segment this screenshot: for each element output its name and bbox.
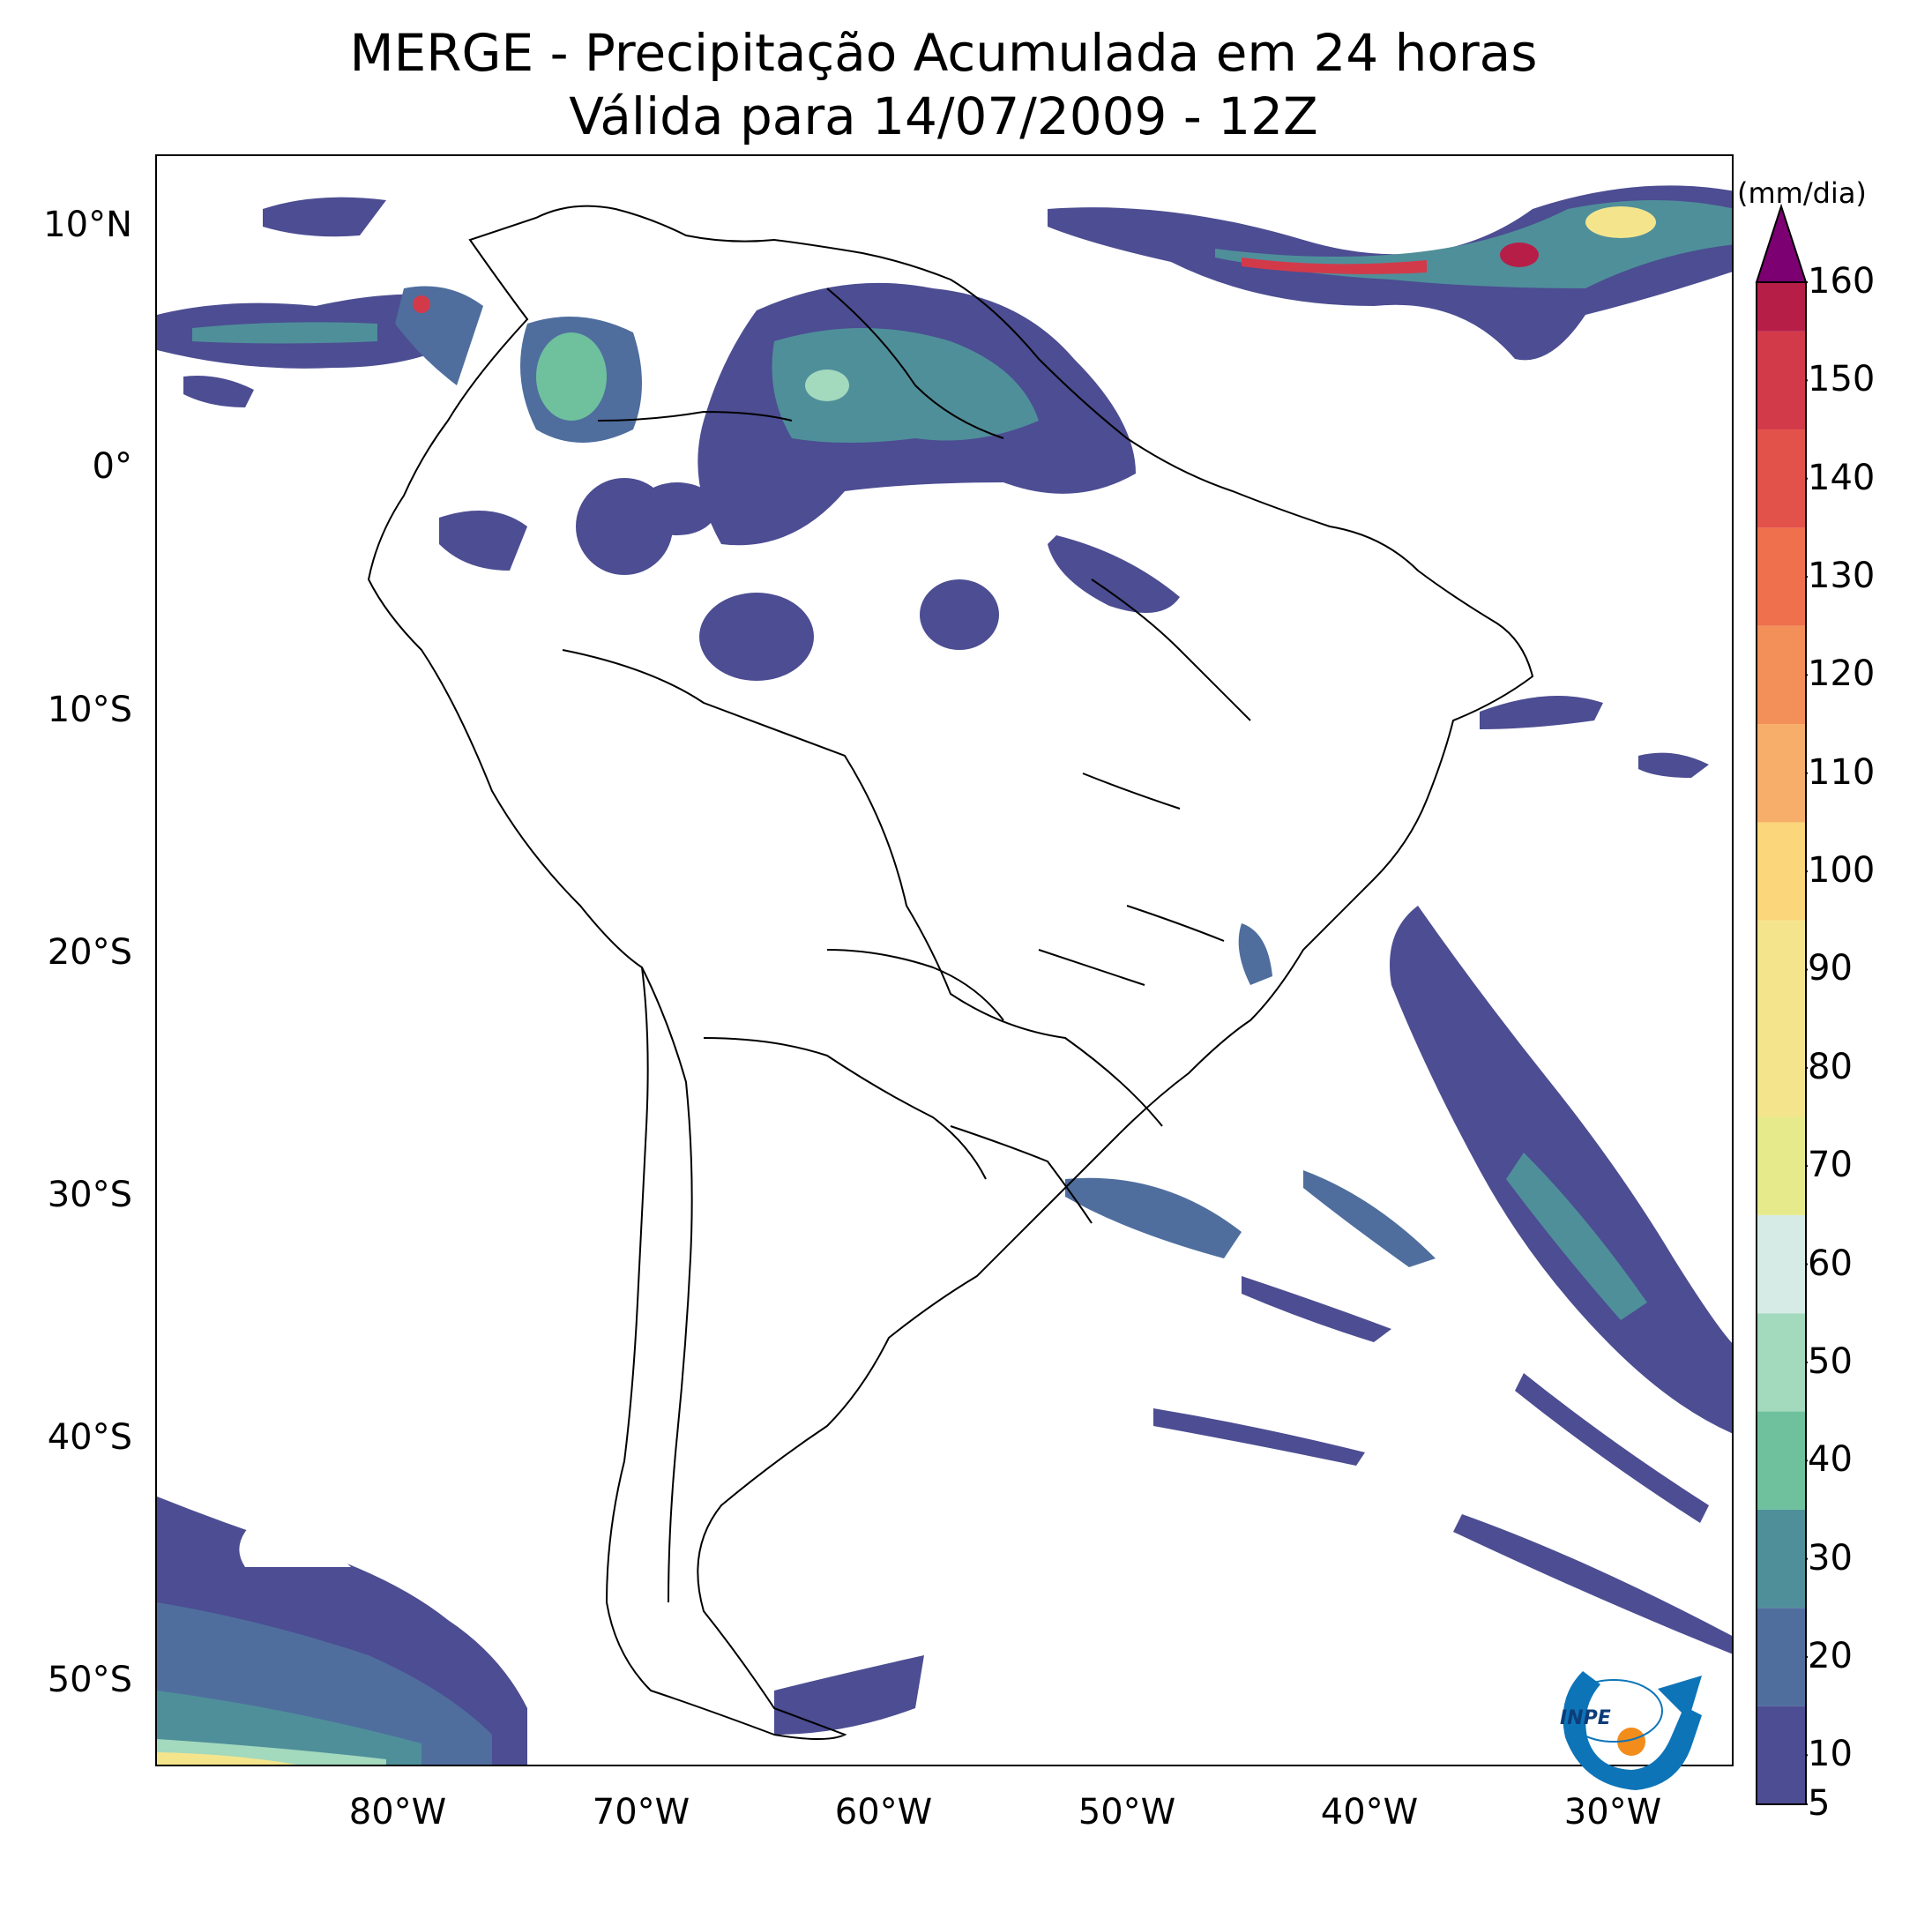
lat-label-30s: 30°S — [47, 1175, 132, 1215]
colorbar-tick-label: 30 — [1808, 1537, 1853, 1579]
lon-label-30w: 30°W — [1563, 1792, 1662, 1833]
colorbar-tick-label: 20 — [1808, 1635, 1853, 1676]
colorbar-band-13 — [1757, 331, 1806, 430]
colorbar-tick-label: 130 — [1808, 556, 1876, 597]
colorbar-band-0 — [1757, 1706, 1806, 1804]
colorbar-bands — [1757, 282, 1806, 1804]
colorbar-tick-label: 90 — [1808, 948, 1853, 989]
precip-amazon-central — [699, 593, 814, 681]
continent-outline — [367, 205, 1534, 1740]
colorbar-band-10 — [1757, 625, 1806, 725]
lon-label-40w: 40°W — [1320, 1792, 1419, 1833]
colorbar-tick-label: 150 — [1808, 359, 1876, 400]
border-bolivia-paraguay — [826, 949, 1004, 1021]
lat-label-0: 0° — [92, 446, 132, 487]
border-chile — [641, 967, 693, 1603]
border-argentina — [703, 1037, 987, 1180]
colorbar-band-11 — [1757, 527, 1806, 626]
lat-label-50s: 50°S — [47, 1660, 132, 1700]
lon-label-80w: 80°W — [348, 1792, 447, 1833]
colorbar-band-12 — [1757, 429, 1806, 528]
colorbar-band-9 — [1757, 724, 1806, 823]
inpe-logo: INPE — [1560, 1671, 1702, 1790]
colorbar-band-1 — [1757, 1608, 1806, 1706]
colorbar-tick-label: 120 — [1808, 653, 1876, 695]
lat-label-20s: 20°S — [47, 932, 132, 973]
lat-label-10s: 10°S — [47, 690, 132, 730]
colorbar-tick-label: 140 — [1808, 457, 1876, 498]
colorbar-band-7 — [1757, 920, 1806, 1117]
colorbar-band-3 — [1757, 1411, 1806, 1510]
colorbar-tick-label: 110 — [1808, 751, 1876, 793]
precipitation-map — [157, 185, 1732, 1765]
colorbar-extend-arrow — [1755, 203, 1808, 283]
colorbar-tick-label: 5 — [1808, 1783, 1831, 1824]
precip-atlantic-streak-1 — [1065, 1177, 1242, 1258]
colorbar-unit-label: (mm/dia) — [1737, 176, 1867, 210]
map-frame — [155, 154, 1734, 1766]
border-venezuela — [597, 287, 1004, 439]
country-borders — [367, 205, 1534, 1740]
precipitation-fields — [157, 185, 1732, 1765]
map-title: MERGE - Precipitação Acumulada em 24 hor… — [349, 23, 1538, 83]
colorbar-tick-label: 60 — [1808, 1243, 1853, 1284]
precip-itcz-peak — [1500, 243, 1539, 267]
border-uruguay — [950, 1125, 1093, 1224]
precip-itcz-high — [1242, 258, 1427, 274]
colorbar-band-4 — [1757, 1313, 1806, 1412]
colorbar-band-2 — [1757, 1509, 1806, 1609]
precip-south-atlantic-band — [1390, 906, 1732, 1434]
precip-pacific-south — [183, 376, 254, 407]
lon-label-60w: 60°W — [834, 1792, 933, 1833]
lon-label-50w: 50°W — [1078, 1792, 1176, 1833]
colorbar-tick-label: 80 — [1808, 1046, 1853, 1087]
colorbar-tick-label: 100 — [1808, 850, 1876, 892]
colorbar-tick-label: 160 — [1808, 261, 1876, 302]
lat-label-40s: 40°S — [47, 1417, 132, 1458]
colorbar-tick-label: 70 — [1808, 1145, 1853, 1186]
colorbar-band-14 — [1757, 282, 1806, 332]
precip-amazon-east — [920, 579, 999, 650]
colorbar-tick-label: 50 — [1808, 1340, 1853, 1382]
border-states — [1038, 579, 1251, 986]
border-brazil-west — [562, 649, 1163, 1127]
colorbar-band-8 — [1757, 822, 1806, 921]
lat-label-10n: 10°N — [43, 205, 132, 245]
colorbar-band-6 — [1757, 1116, 1806, 1215]
svg-text:INPE: INPE — [1560, 1707, 1611, 1729]
colorbar — [1755, 203, 1808, 1805]
lon-label-70w: 70°W — [592, 1792, 690, 1833]
map-subtitle: Válida para 14/07/2009 - 12Z — [569, 86, 1318, 146]
colorbar-tick-label: 40 — [1808, 1439, 1853, 1481]
colorbar-tick-label: 10 — [1808, 1734, 1853, 1775]
colorbar-band-5 — [1757, 1214, 1806, 1314]
